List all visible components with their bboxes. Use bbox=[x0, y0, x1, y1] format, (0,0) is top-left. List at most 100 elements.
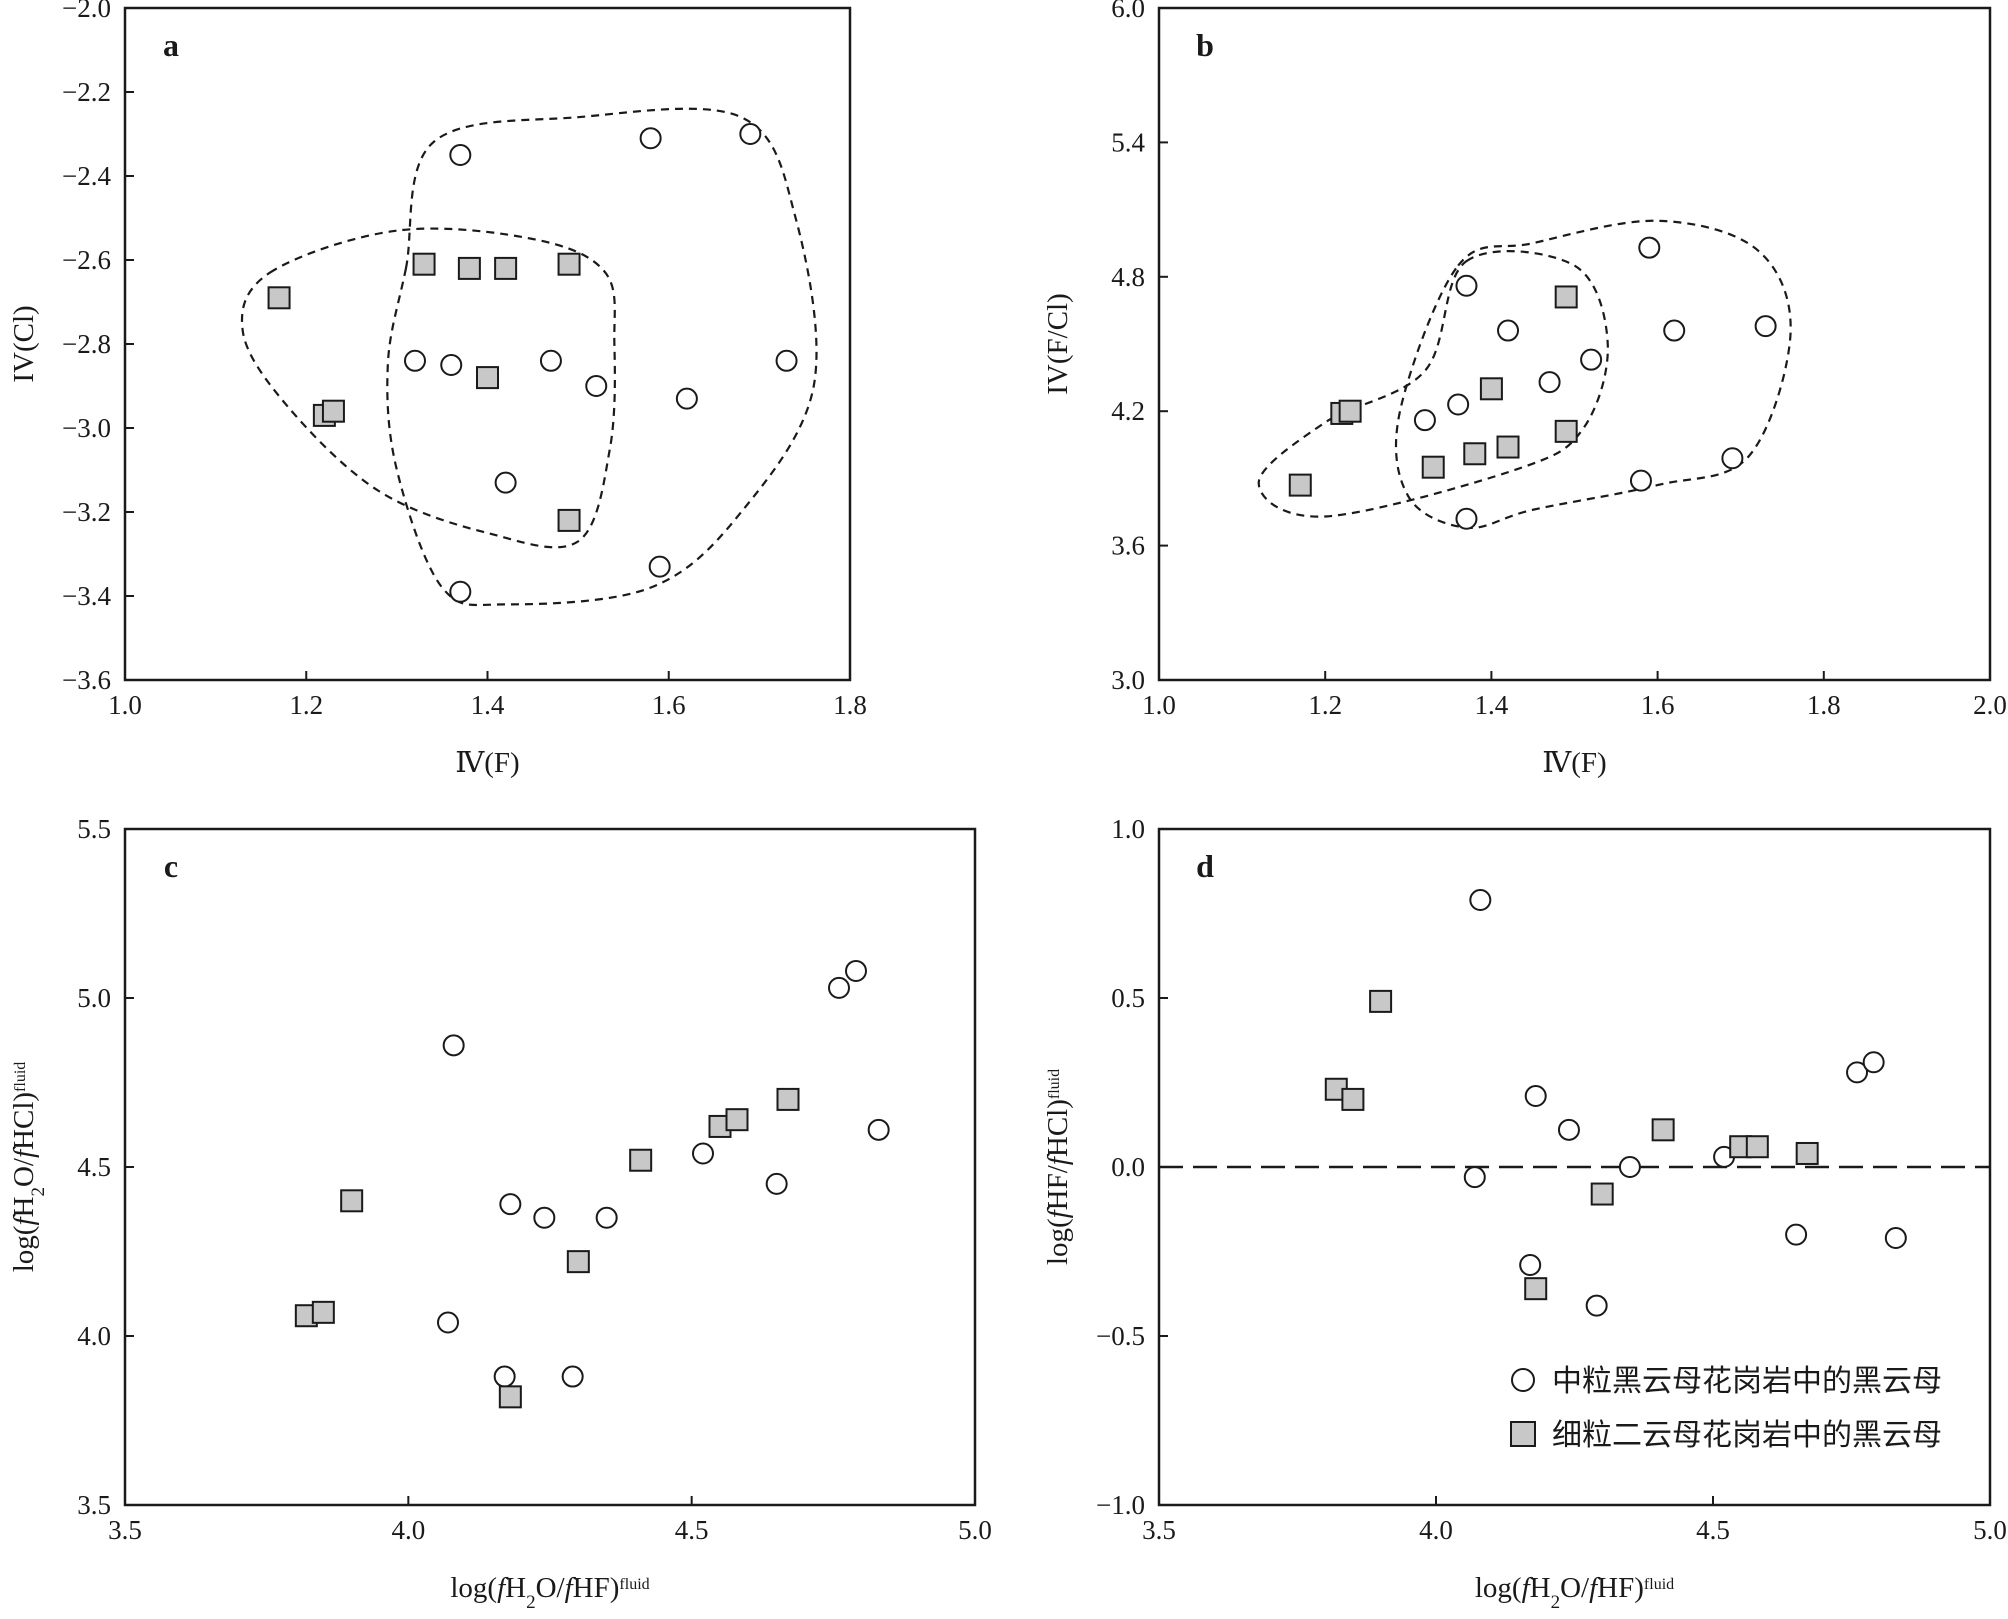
data-point-circle bbox=[1846, 1061, 1869, 1084]
data-point-circle bbox=[442, 1034, 465, 1057]
data-point-circle bbox=[1519, 1254, 1542, 1277]
data-point-square bbox=[494, 256, 518, 280]
data-point-square bbox=[457, 256, 481, 280]
y-tick-label: −3.4 bbox=[62, 581, 111, 611]
y-tick-label: 3.0 bbox=[1111, 665, 1145, 695]
data-point-circle bbox=[1629, 469, 1652, 492]
data-point-square bbox=[1651, 1118, 1675, 1142]
y-tick-label: 3.6 bbox=[1111, 531, 1145, 561]
data-point-circle bbox=[739, 123, 762, 145]
data-point-square bbox=[311, 1300, 335, 1324]
data-point-square bbox=[1463, 442, 1487, 466]
data-point-circle bbox=[404, 349, 426, 372]
data-point-circle bbox=[449, 580, 472, 603]
x-tick-label: 3.5 bbox=[1142, 1515, 1176, 1545]
field-envelope bbox=[1394, 219, 1792, 529]
x-tick-label: 1.0 bbox=[108, 690, 142, 720]
data-point-square bbox=[1369, 989, 1393, 1013]
y-tick-label: 4.5 bbox=[77, 1152, 111, 1182]
data-point-circle bbox=[1862, 1051, 1885, 1074]
data-point-circle bbox=[1884, 1226, 1907, 1249]
data-point-circle bbox=[867, 1118, 890, 1141]
x-axis-label: Ⅳ(F) bbox=[455, 747, 519, 779]
data-point-circle bbox=[1721, 447, 1744, 470]
data-point-circle bbox=[1469, 888, 1492, 911]
data-point-circle bbox=[585, 375, 608, 397]
data-point-square bbox=[1496, 435, 1520, 459]
data-point-circle bbox=[494, 471, 517, 494]
data-point-circle bbox=[775, 349, 798, 372]
data-point-circle bbox=[1463, 1166, 1486, 1189]
x-tick-label: 1.4 bbox=[1475, 690, 1509, 720]
data-point-circle bbox=[1557, 1118, 1580, 1141]
panel-label: a bbox=[163, 27, 179, 63]
data-point-circle bbox=[692, 1142, 714, 1165]
data-point-circle bbox=[828, 976, 850, 999]
data-point-square bbox=[1288, 473, 1312, 497]
data-point-square bbox=[629, 1148, 653, 1172]
y-tick-label: 4.8 bbox=[1111, 262, 1145, 292]
data-point-circle bbox=[539, 349, 562, 372]
data-point-circle bbox=[449, 144, 472, 166]
x-tick-label: 4.5 bbox=[675, 1515, 709, 1545]
data-point-circle bbox=[440, 354, 463, 376]
y-tick-label: 0.0 bbox=[1111, 1152, 1145, 1182]
data-point-square bbox=[1795, 1141, 1819, 1165]
panel-c: 3.5 4.0 4.5 5.0 3.5 4.0 4.5 5.0 5.5 c log(fH2O/fHF… bbox=[8, 814, 992, 1613]
data-point-square bbox=[1554, 285, 1578, 309]
data-point-circle bbox=[1618, 1156, 1641, 1178]
data-point-circle bbox=[499, 1193, 522, 1216]
data-point-circle bbox=[639, 127, 662, 150]
legend-square-marker bbox=[1510, 1421, 1536, 1447]
data-point-square bbox=[1479, 377, 1503, 401]
x-axis-label: log(fH2O/fHF)fluid bbox=[450, 1572, 649, 1613]
y-tick-label: 4.2 bbox=[1111, 396, 1145, 426]
data-point-square bbox=[1421, 455, 1445, 479]
x-tick-label: 4.0 bbox=[1419, 1515, 1453, 1545]
y-tick-label: −2.0 bbox=[62, 0, 111, 23]
y-tick-label: −2.4 bbox=[62, 161, 111, 191]
panel-d: 3.5 4.0 4.5 5.0 −1.0 −0.5 0.0 0.5 1.0 d log(fH2O/f… bbox=[1042, 814, 2007, 1613]
data-point-circle bbox=[1455, 507, 1478, 530]
x-tick-label: 1.4 bbox=[471, 690, 505, 720]
x-tick-label: 1.2 bbox=[1308, 690, 1342, 720]
data-point-circle bbox=[1585, 1294, 1608, 1317]
data-point-square bbox=[267, 286, 291, 310]
x-tick-label: 1.0 bbox=[1142, 690, 1176, 720]
y-tick-label: −1.0 bbox=[1096, 1490, 1145, 1520]
data-point-circle bbox=[1638, 236, 1661, 259]
panel-b: 1.0 1.2 1.4 1.6 1.8 2.0 3.0 3.6 4.2 4.8 5.4 6.0 b Ⅳ(F… bbox=[1042, 0, 2007, 779]
x-tick-label: 1.8 bbox=[833, 690, 867, 720]
x-axis-label: Ⅳ(F) bbox=[1542, 747, 1606, 779]
data-point-circle bbox=[1580, 348, 1603, 371]
legend-square-label: 细粒二云母花岗岩中的黑云母 bbox=[1552, 1418, 1942, 1453]
y-axis-label: IV(Cl) bbox=[8, 305, 40, 382]
data-point-square bbox=[498, 1385, 522, 1409]
x-tick-label: 5.0 bbox=[1973, 1515, 2007, 1545]
data-point-square bbox=[1554, 419, 1578, 443]
legend-circle-marker bbox=[1511, 1368, 1535, 1392]
field-envelope bbox=[386, 107, 818, 607]
plot-frame bbox=[123, 827, 977, 1507]
y-tick-label: 5.4 bbox=[1111, 127, 1145, 157]
y-axis-label: log(fH2O/fHCl)fluid bbox=[8, 1062, 49, 1273]
y-tick-label: 1.0 bbox=[1111, 814, 1145, 844]
y-tick-label: 5.5 bbox=[77, 814, 111, 844]
data-point-circle bbox=[1497, 319, 1520, 342]
y-tick-label: −2.6 bbox=[62, 245, 111, 275]
data-point-square bbox=[1338, 399, 1362, 423]
data-point-circle bbox=[1455, 274, 1478, 297]
y-tick-label: −0.5 bbox=[1096, 1321, 1145, 1351]
x-tick-label: 3.5 bbox=[108, 1515, 142, 1545]
y-tick-label: −3.2 bbox=[62, 497, 111, 527]
data-point-square bbox=[557, 252, 581, 276]
panel-label: c bbox=[164, 848, 178, 884]
data-point-square bbox=[1524, 1277, 1548, 1301]
data-point-circle bbox=[765, 1172, 788, 1195]
x-tick-label: 4.5 bbox=[1696, 1515, 1730, 1545]
data-point-square bbox=[340, 1189, 364, 1213]
y-tick-label: 6.0 bbox=[1111, 0, 1145, 23]
data-point-square bbox=[412, 252, 436, 276]
data-point-circle bbox=[561, 1365, 584, 1388]
